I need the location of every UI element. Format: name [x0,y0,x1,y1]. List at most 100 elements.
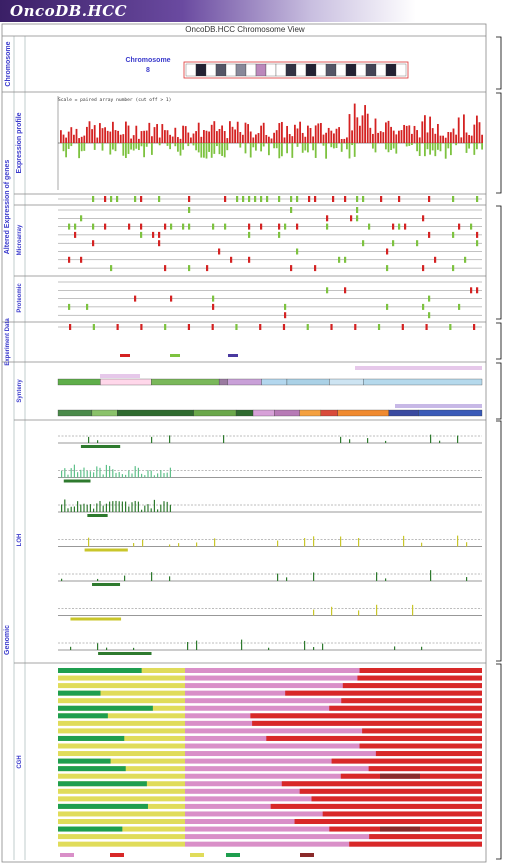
expression-up-bar [195,131,197,143]
expression-marker [278,196,281,202]
expression-up-bar [138,138,140,143]
ideogram-band [325,63,337,77]
loh-bar [304,640,306,650]
expression-up-bar [244,122,247,143]
expression-up-bar [106,130,109,143]
expression-marker [248,196,251,202]
cgh-min-gain [281,781,482,787]
expression-up-bar [481,134,483,143]
expression-up-bar [291,136,294,143]
loh-bar [331,606,333,616]
cgh-min-gain [362,728,482,734]
expression-down-bar [213,143,216,154]
cgh-legend-swatch [226,853,240,857]
cgh-min-loss [58,766,126,772]
synteny-segment [151,378,220,386]
loh-bar [349,439,351,443]
expression-up-bar [343,138,346,143]
expression-marker [266,196,269,202]
expression-down-bar [179,143,182,156]
expression-up-bar [418,137,421,143]
expression-down-bar [374,143,377,153]
expression-down-bar [322,143,325,146]
expression-up-bar [382,132,385,143]
loh-bar [67,474,69,478]
loh-bar [157,509,159,512]
cgh-min-gain [369,834,482,840]
loh-bar [313,536,315,547]
expression-up-bar [208,131,210,143]
gene-marker [354,324,357,330]
loh-bar [80,469,82,478]
loh-bar [394,646,396,650]
cgh-legend-swatch [60,853,74,857]
section-bracket [496,205,502,320]
side-label-loh: LOH [17,534,23,547]
loh-bar [412,604,414,616]
loh-bar [106,647,108,650]
loh-bar [439,440,441,443]
expression-up-bar [465,132,468,143]
expression-up-bar [125,121,127,143]
expression-down-bar [372,143,374,149]
expression-up-bar [200,136,203,143]
expression-down-bar [395,143,398,154]
cgh-loss-bar [58,796,185,802]
expression-up-bar [374,118,377,143]
app-logo: OncoDB.HCC [10,2,128,20]
expression-up-bar [158,137,161,143]
cgh-legend-swatch [110,853,124,857]
expression-down-bar [455,143,457,146]
loh-bar [268,647,270,650]
cgh-min-loss [58,668,142,673]
gene-marker [92,324,95,330]
synteny-segment [388,409,419,417]
cgh-amplification [380,826,420,832]
expression-up-bar [385,122,387,143]
gene-marker [140,324,143,330]
experiment-legend-swatch [120,354,130,357]
expression-down-bar [252,143,255,148]
loh-bar [430,570,432,581]
cgh-min-gain [349,841,482,847]
expression-marker [248,256,251,263]
cgh-loss-bar [58,811,185,817]
loh-bar [313,609,315,616]
expression-up-bar [351,130,353,143]
expression-marker [356,196,359,202]
expression-down-bar [473,143,476,155]
expression-marker [428,196,431,202]
expression-up-bar [177,137,179,143]
loh-bar [157,473,159,478]
synteny-segment [227,378,262,386]
expression-up-bar [119,134,122,143]
expression-down-bar [286,143,288,154]
expression-marker [68,256,71,263]
expression-down-bar [80,143,83,152]
expression-marker [398,223,401,230]
loh-region [92,583,121,586]
expression-up-bar [88,121,91,143]
loh-bar [80,504,82,512]
loh-bar [137,467,139,478]
loh-bar [125,474,127,478]
expression-up-bar [364,105,366,143]
synteny-segment [418,409,483,417]
expression-down-bar [132,143,135,151]
expression-up-bar [132,135,135,143]
cgh-loss-bar [58,841,185,847]
synteny-segment [100,378,152,386]
expression-marker [284,312,287,319]
expression-marker [428,312,431,319]
expression-up-bar [203,130,205,143]
expression-up-bar [294,124,296,143]
loh-bar [457,535,459,547]
cgh-gain-bar [185,834,482,840]
ideogram-band [375,63,387,77]
expression-up-bar [473,124,476,143]
expression-up-bar [197,122,200,143]
expression-down-bar [439,143,442,152]
expression-up-bar [372,133,374,143]
expression-down-bar [304,143,307,151]
